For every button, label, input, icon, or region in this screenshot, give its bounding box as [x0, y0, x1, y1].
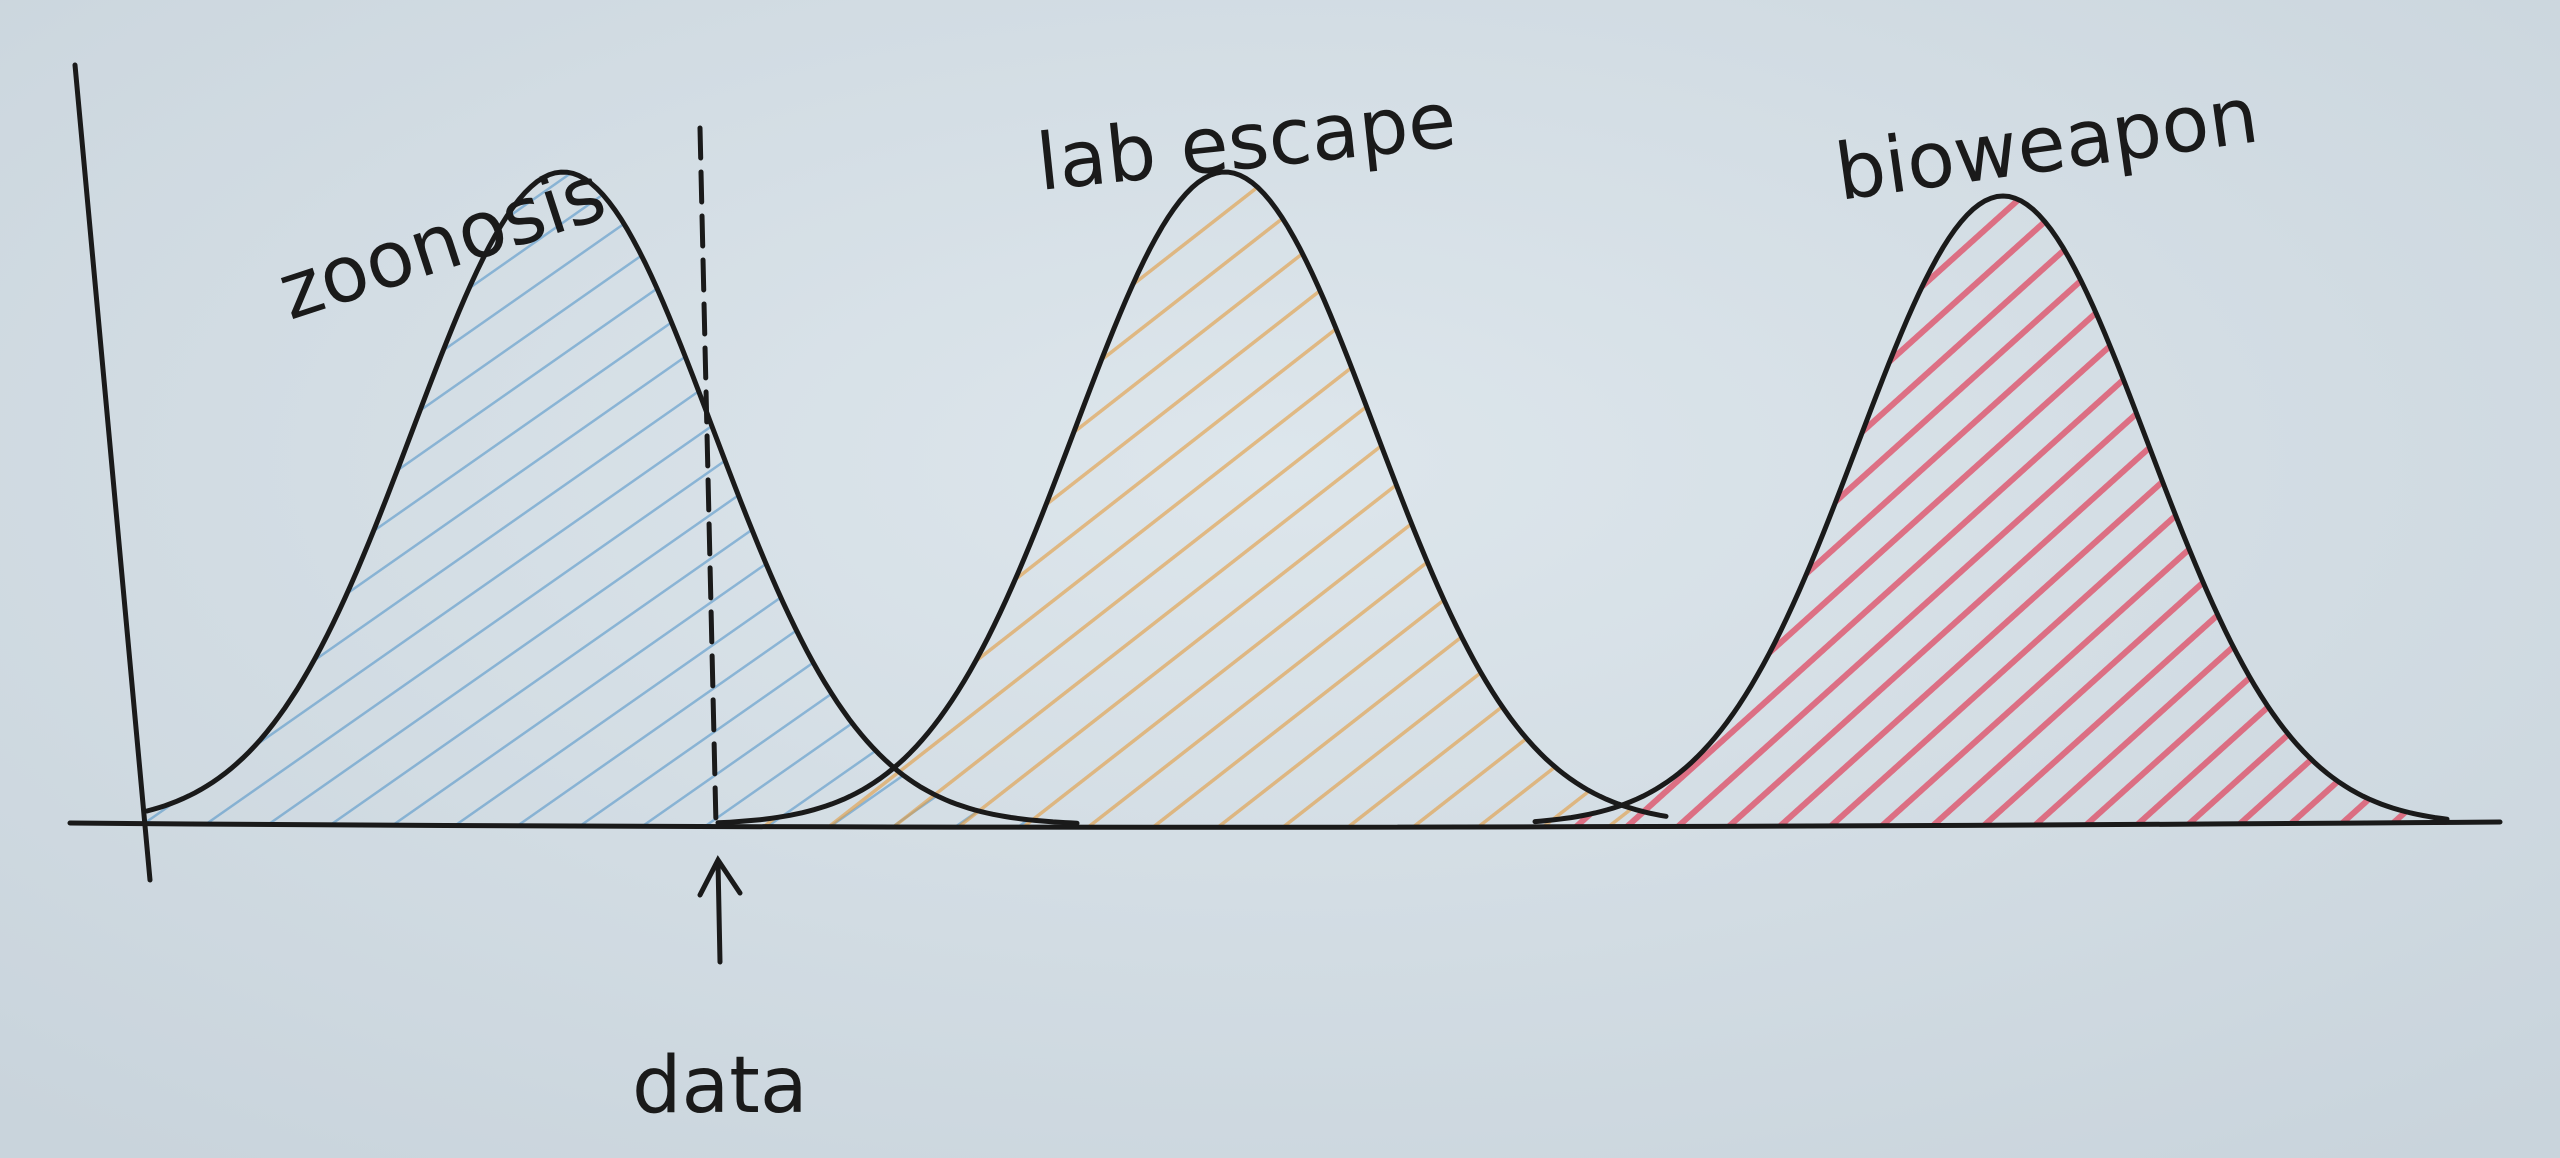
y-axis [72, 62, 153, 883]
arrow-shaft [715, 859, 723, 965]
bell-curve [1532, 193, 2450, 825]
x-axis [67, 819, 2503, 830]
bell-curve [144, 169, 1080, 826]
bell-curve [715, 169, 1669, 826]
hatch-fill [718, 172, 1668, 826]
data-label: data [632, 1041, 808, 1131]
curves [144, 169, 2450, 826]
arrow-head [697, 855, 743, 898]
dashed-line [697, 125, 719, 828]
hatch-fill [147, 172, 1080, 826]
